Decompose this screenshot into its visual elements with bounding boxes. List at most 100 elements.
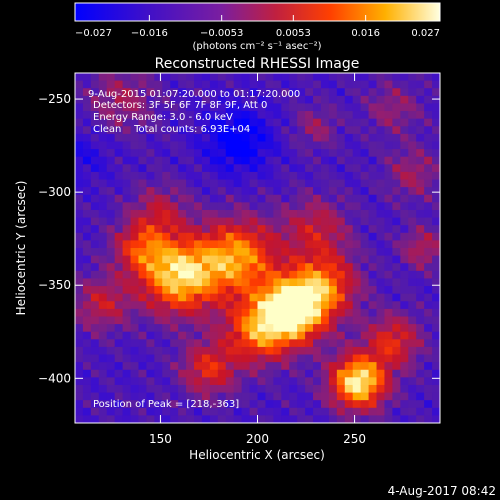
heatmap-cell (257, 278, 267, 287)
heatmap-cell (90, 225, 100, 234)
heatmap-cell (281, 316, 290, 325)
heatmap-cell (265, 369, 274, 378)
heatmap-cell (98, 407, 108, 416)
heatmap-cell (233, 149, 243, 158)
heatmap-cell (289, 133, 298, 143)
heatmap-cell (75, 415, 84, 423)
heatmap-cell (313, 111, 322, 120)
heatmap-cell (178, 301, 187, 310)
heatmap-cell (178, 209, 187, 219)
heatmap-cell (297, 255, 306, 264)
heatmap-cell (106, 278, 116, 287)
heatmap-cell (328, 225, 338, 234)
heatmap-cell (273, 278, 282, 287)
heatmap-cell (75, 248, 84, 257)
heatmap-cell (336, 187, 346, 196)
heatmap-cell (408, 407, 417, 416)
heatmap-cell (376, 179, 386, 188)
heatmap-cell (154, 217, 163, 226)
heatmap-cell (122, 225, 132, 234)
heatmap-cell (138, 217, 148, 226)
heatmap-cell (138, 179, 148, 188)
heatmap-cell (289, 331, 298, 340)
heatmap-cell (217, 232, 227, 241)
heatmap-cell (154, 179, 163, 188)
heatmap-cell (344, 301, 354, 310)
heatmap-cell (281, 225, 290, 234)
heatmap-cell (432, 255, 440, 264)
heatmap-cell (82, 324, 92, 333)
colorbar-ticks: −0.027 −0.016 −0.0053 0.0053 0.016 0.027 (74, 15, 441, 39)
heatmap-cell (281, 156, 290, 165)
heatmap-cell (170, 339, 179, 348)
heatmap-cell (241, 111, 251, 120)
heatmap-cell (400, 73, 409, 82)
heatmap-cell (146, 240, 155, 249)
heatmap-cell (424, 324, 433, 333)
heatmap-cell (400, 133, 409, 143)
heatmap-cell (384, 255, 393, 264)
heatmap-cell (114, 339, 124, 348)
heatmap-cell (368, 225, 378, 234)
heatmap-cell (408, 141, 417, 150)
heatmap-cell (289, 232, 298, 241)
heatmap-cell (336, 232, 346, 241)
heatmap-cell (432, 293, 440, 302)
heatmap-cell (194, 293, 203, 302)
heatmap-cell (273, 141, 282, 150)
heatmap-cell (122, 80, 132, 89)
heatmap-cell (162, 118, 171, 127)
heatmap-cell (281, 263, 290, 272)
heatmap-cell (265, 111, 274, 120)
heatmap-cell (400, 111, 409, 120)
heatmap-cell (297, 415, 306, 423)
heatmap-cell (281, 179, 290, 188)
heatmap-cell (424, 111, 433, 120)
heatmap-cell (233, 194, 243, 203)
heatmap-cell (249, 73, 259, 82)
heatmap-cell (376, 278, 386, 287)
heatmap-cell (146, 263, 155, 272)
heatmap-cell (313, 339, 322, 348)
heatmap-cell (186, 73, 195, 82)
heatmap-cell (249, 255, 259, 264)
heatmap-cell (424, 248, 433, 257)
heatmap-cell (241, 232, 251, 241)
heatmap-cell (384, 194, 393, 203)
heatmap-cell (225, 171, 235, 181)
heatmap-cell (352, 133, 362, 143)
heatmap-cell (98, 73, 108, 82)
heatmap-cell (75, 103, 84, 112)
heatmap-cell (257, 73, 267, 82)
heatmap-cell (170, 171, 179, 181)
heatmap-cell (305, 377, 314, 386)
heatmap-cell (217, 346, 227, 356)
heatmap-cell (75, 263, 84, 272)
heatmap-cell (273, 209, 282, 219)
heatmap-cell (376, 354, 386, 363)
heatmap-cell (75, 392, 84, 401)
heatmap-cell (297, 270, 306, 280)
heatmap-cell (90, 339, 100, 348)
heatmap-cell (368, 149, 378, 158)
heatmap-cell (170, 156, 179, 165)
heatmap-cell (328, 339, 338, 348)
heatmap-cell (344, 270, 354, 280)
heatmap-cell (432, 133, 440, 143)
heatmap-cell (249, 141, 259, 150)
heatmap-cell (154, 118, 163, 127)
heatmap-cell (122, 248, 132, 257)
heatmap-cell (297, 316, 306, 325)
heatmap-cell (146, 331, 155, 340)
heatmap-cell (408, 263, 417, 272)
heatmap-cell (217, 407, 227, 416)
heatmap-cell (186, 255, 195, 264)
heatmap-cell (90, 164, 100, 173)
heatmap-cell (281, 164, 290, 173)
heatmap-cell (320, 270, 330, 280)
heatmap-cell (130, 209, 140, 219)
heatmap-cell (170, 187, 179, 196)
colorbar-gradient (74, 2, 441, 22)
heatmap-cell (114, 126, 124, 135)
heatmap-cell (432, 308, 440, 318)
